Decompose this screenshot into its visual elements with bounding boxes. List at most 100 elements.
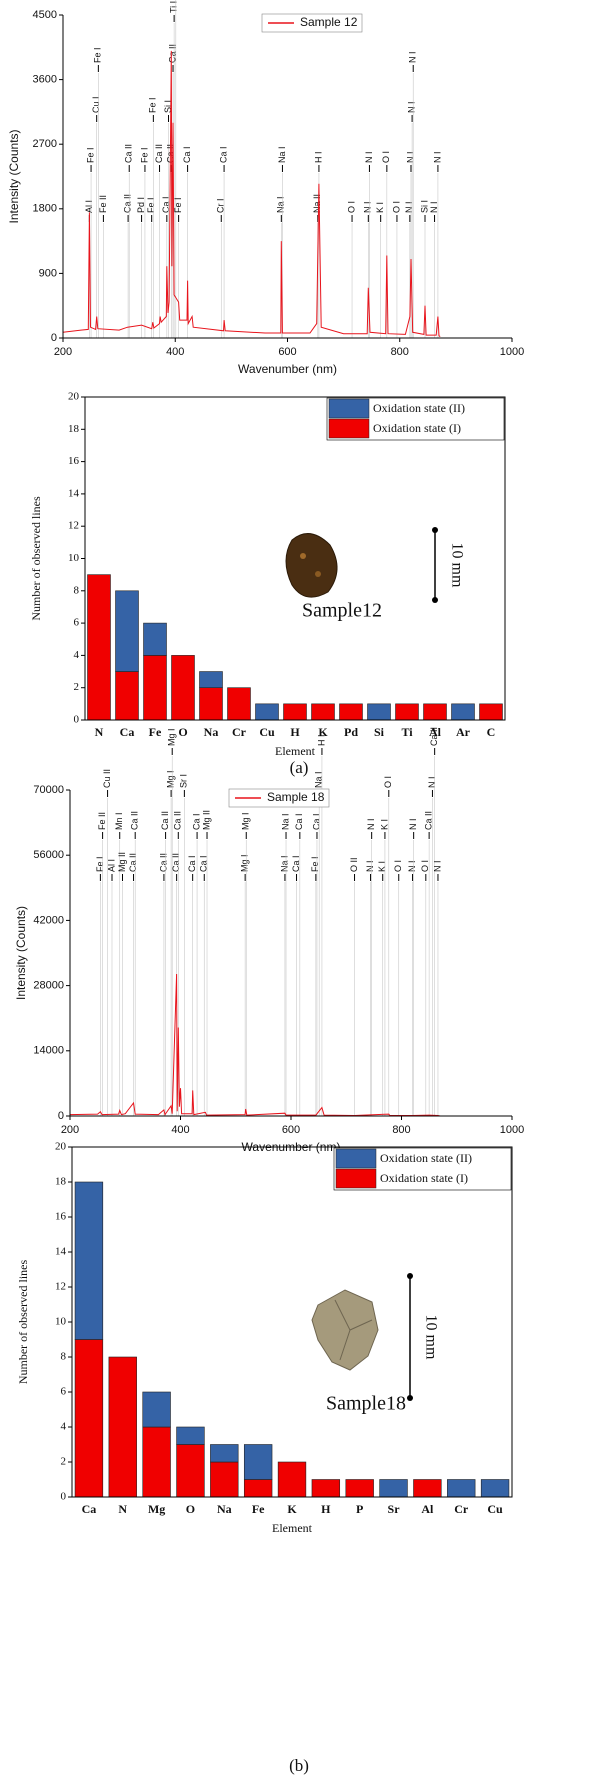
y-tick-label: 14 — [55, 1246, 67, 1258]
annotation: Mg II — [201, 810, 211, 830]
bar-segment — [87, 574, 111, 721]
bar-segment — [311, 703, 335, 721]
y-tick-label: 28000 — [33, 980, 64, 992]
annotation: Ti I — [169, 1, 179, 13]
y-axis-title: Intensity (Counts) — [14, 906, 28, 1000]
annotation: Fe I — [85, 147, 95, 163]
legend-swatch — [335, 1168, 377, 1189]
y-tick-label: 12 — [68, 520, 79, 532]
annotation: N I — [406, 101, 416, 113]
y-tick-label: 20 — [55, 1141, 67, 1153]
annotation: O I — [383, 776, 393, 788]
annotation: H I — [316, 734, 326, 746]
x-tick-label: 1000 — [500, 1124, 524, 1136]
caption: (b) — [289, 1756, 309, 1775]
bar-segment — [176, 1426, 205, 1445]
x-tick-label: 600 — [282, 1124, 300, 1136]
annotation: Cu II — [102, 769, 112, 788]
legend-label: Sample 18 — [267, 790, 325, 804]
sample-photo — [285, 533, 338, 598]
x-tick-label: Na — [204, 725, 219, 739]
annotation: N I — [427, 776, 437, 788]
y-tick-label: 18 — [55, 1176, 67, 1188]
annotation: Cu I — [91, 96, 101, 113]
y-tick-label: 900 — [39, 267, 57, 279]
x-axis-title: Element — [272, 1521, 313, 1535]
bar-segment — [108, 1356, 137, 1498]
x-tick-label: Mg — [148, 1502, 165, 1516]
annotation: N I — [432, 151, 442, 163]
annotation: Cr I — [216, 199, 226, 214]
sample-photo-detail — [300, 553, 306, 559]
x-tick-label: P — [356, 1502, 363, 1516]
annotation: Mg I — [165, 770, 175, 788]
annotation: K I — [379, 819, 389, 830]
x-tick-label: Al — [429, 725, 442, 739]
annotation: Fe I — [95, 856, 105, 872]
legend-label: Oxidation state (I) — [373, 421, 461, 435]
sample-photo-detail — [315, 571, 321, 577]
x-tick-label: H — [290, 725, 300, 739]
x-tick-label: 600 — [278, 346, 296, 358]
y-tick-label: 2 — [61, 1456, 67, 1468]
x-tick-label: N — [118, 1502, 127, 1516]
bar-segment — [210, 1461, 239, 1498]
annotation: Fe I — [310, 856, 320, 872]
annotation: Fe I — [148, 97, 158, 113]
bar-segment — [115, 590, 139, 672]
y-tick-label: 0 — [74, 714, 80, 726]
x-tick-label: Na — [217, 1502, 232, 1516]
sample-label: Sample18 — [326, 1393, 406, 1415]
x-tick-label: O — [186, 1502, 195, 1516]
annotation: Ca II — [124, 144, 134, 163]
sample-photo-detail — [334, 1299, 373, 1361]
scale-end — [407, 1273, 413, 1279]
y-tick-label: 18 — [68, 423, 80, 435]
annotation: Ca I — [199, 855, 209, 872]
legend-box — [261, 13, 363, 33]
y-tick-label: 4 — [74, 649, 80, 661]
bar-segment — [142, 1391, 171, 1428]
scale-end — [432, 527, 438, 533]
annotation: Ca I — [311, 813, 321, 830]
y-tick-label: 14000 — [33, 1045, 64, 1057]
y-tick-label: 1800 — [33, 203, 57, 215]
y-axis-title: Number of observed lines — [16, 1260, 30, 1385]
x-tick-label: Al — [421, 1502, 434, 1516]
annotation: Ca II — [173, 811, 183, 830]
y-tick-label: 16 — [55, 1211, 67, 1223]
x-tick-label: Cr — [232, 725, 247, 739]
annotation: Na I — [277, 146, 287, 163]
bar-segment — [243, 1444, 273, 1480]
y-tick-label: 10 — [55, 1316, 67, 1328]
y-tick-label: 6 — [61, 1386, 67, 1398]
bar-segment — [480, 1479, 510, 1498]
annotation: N I — [408, 818, 418, 830]
bar-segment — [413, 1479, 442, 1498]
bar-segment — [339, 703, 363, 721]
annotation: Si I — [419, 200, 429, 213]
legend-label: Oxidation state (II) — [373, 401, 465, 415]
y-axis-title: Number of observed lines — [29, 496, 43, 621]
annotation: O I — [381, 151, 391, 163]
bar-segment — [451, 703, 475, 721]
y-tick-label: 4500 — [33, 9, 57, 21]
bar-segment — [345, 1479, 374, 1498]
y-tick-label: 70000 — [33, 784, 64, 796]
x-tick-label: 200 — [61, 1124, 79, 1136]
legend-label: Oxidation state (II) — [380, 1151, 472, 1165]
annotation: Fe I — [93, 47, 103, 63]
annotation: K I — [377, 861, 387, 872]
x-tick-label: Pd — [344, 725, 358, 739]
annotation: Ca II — [171, 853, 181, 872]
annotation: Ca II — [122, 194, 132, 213]
bar-segment — [199, 687, 223, 721]
annotation: O I — [393, 860, 403, 872]
annotation: N I — [404, 201, 414, 213]
legend-label: Sample 12 — [300, 15, 358, 29]
annotation: Fe I — [139, 147, 149, 163]
annotation: O I — [346, 201, 356, 213]
annotation: Na I — [279, 855, 289, 872]
y-tick-label: 4 — [61, 1421, 67, 1433]
y-tick-label: 0 — [58, 1110, 64, 1122]
